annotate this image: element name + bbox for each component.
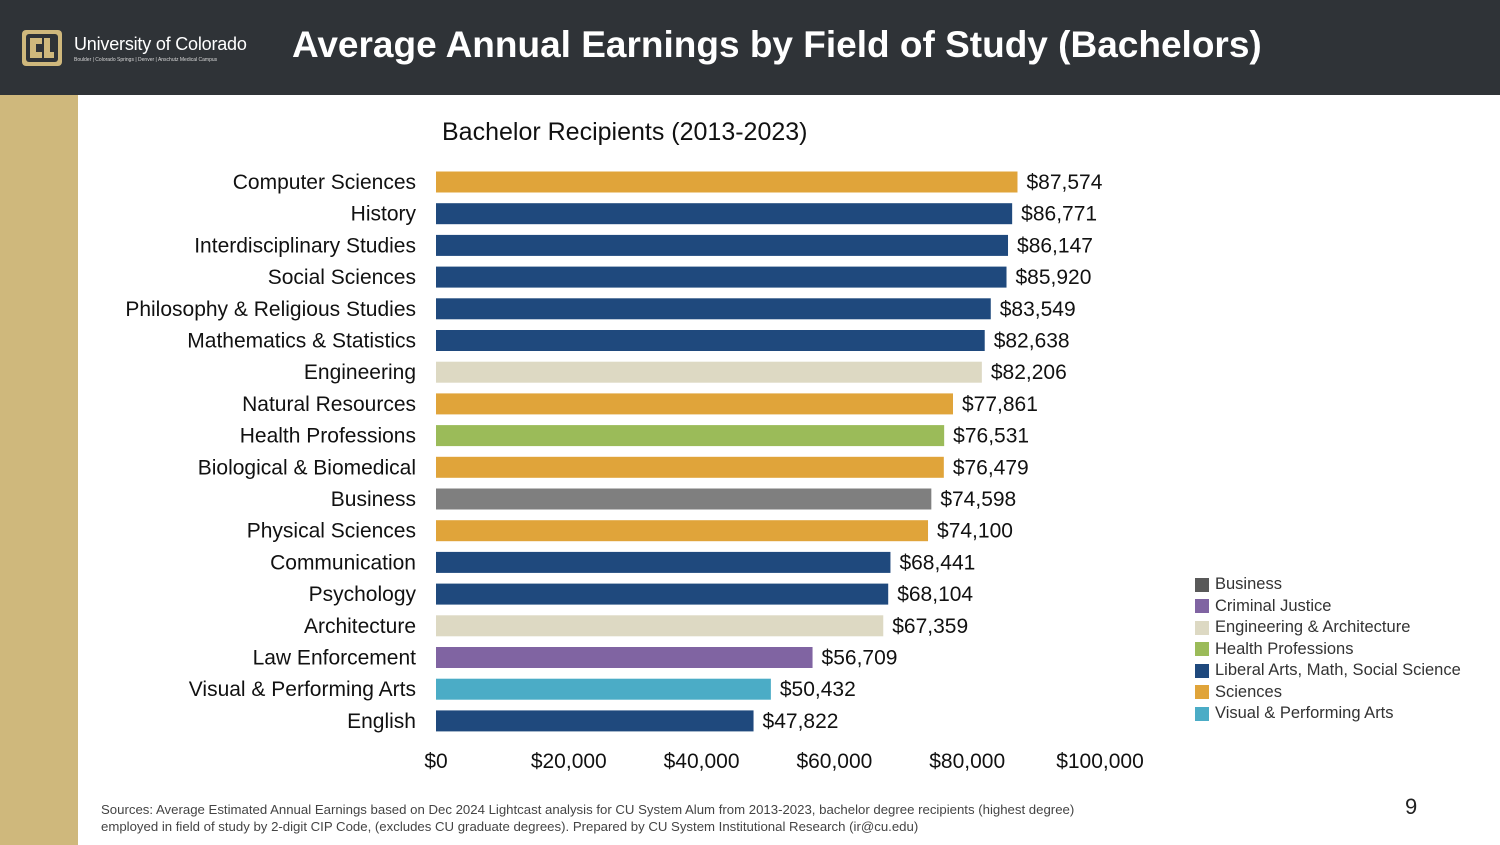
bar xyxy=(436,488,932,510)
value-label: $83,549 xyxy=(1000,298,1076,321)
value-label: $87,574 xyxy=(1026,171,1102,194)
source-note: Sources: Average Estimated Annual Earnin… xyxy=(101,802,1075,834)
value-label: $47,822 xyxy=(763,710,839,733)
value-label: $82,638 xyxy=(994,330,1070,353)
legend-label: Business xyxy=(1215,575,1282,594)
category-label: Visual & Performing Arts xyxy=(189,678,416,701)
bar xyxy=(436,393,953,415)
category-label: English xyxy=(347,710,416,733)
category-label: Interdisciplinary Studies xyxy=(194,234,416,257)
legend-swatch xyxy=(1195,577,1209,592)
category-label: Natural Resources xyxy=(242,393,416,416)
bar xyxy=(436,330,985,351)
cu-logo-icon xyxy=(22,30,62,66)
legend-item: Sciences xyxy=(1195,682,1485,704)
value-label: $85,920 xyxy=(1016,266,1092,289)
legend-swatch xyxy=(1195,685,1209,700)
category-label: Business xyxy=(331,488,416,511)
page-number: 9 xyxy=(1405,794,1418,819)
category-label: Communication xyxy=(270,551,416,574)
bar xyxy=(436,425,945,447)
legend-label: Visual & Performing Arts xyxy=(1215,704,1394,723)
value-label: $82,206 xyxy=(991,361,1067,384)
chart-legend: Business Criminal Justice Engineering & Ar… xyxy=(1195,574,1485,725)
legend-swatch xyxy=(1195,706,1209,721)
category-label: History xyxy=(351,203,417,226)
bar xyxy=(436,298,991,320)
value-label: $67,359 xyxy=(892,615,968,638)
legend-item: Criminal Justice xyxy=(1195,596,1485,618)
legend-swatch xyxy=(1195,642,1209,657)
value-label: $86,771 xyxy=(1021,203,1097,226)
legend-label: Engineering & Architecture xyxy=(1215,618,1411,637)
category-label: Biological & Biomedical xyxy=(198,456,416,479)
bar xyxy=(436,583,889,605)
x-tick-label: $0 xyxy=(424,750,447,773)
legend-label: Sciences xyxy=(1215,682,1282,701)
x-tick-label: $20,000 xyxy=(531,750,607,773)
bar xyxy=(436,266,1007,288)
value-label: $77,861 xyxy=(962,393,1038,416)
value-label: $56,709 xyxy=(822,647,898,670)
bar xyxy=(436,647,813,668)
legend-item: Visual & Performing Arts xyxy=(1195,703,1485,725)
category-label: Law Enforcement xyxy=(253,647,417,670)
bar xyxy=(436,171,1018,193)
campus-list: Boulder | Colorado Springs | Denver | An… xyxy=(74,57,218,63)
legend-swatch xyxy=(1195,663,1209,678)
bar xyxy=(436,520,929,542)
header-bar: University of Colorado Boulder | Colorad… xyxy=(0,0,1500,95)
x-tick-label: $60,000 xyxy=(796,750,872,773)
legend-label: Criminal Justice xyxy=(1215,596,1332,615)
bar xyxy=(436,551,891,573)
legend-label: Liberal Arts, Math, Social Science xyxy=(1215,661,1461,680)
legend-item: Health Professions xyxy=(1195,639,1485,661)
bar xyxy=(436,710,754,732)
bar xyxy=(436,678,771,700)
value-label: $74,598 xyxy=(940,488,1016,511)
legend-label: Health Professions xyxy=(1215,639,1354,658)
bar xyxy=(436,234,1009,256)
bar xyxy=(436,456,944,478)
page-title: Average Annual Earnings by Field of Stud… xyxy=(292,24,1262,65)
gold-accent-bar xyxy=(0,95,78,845)
legend-item: Engineering & Architecture xyxy=(1195,617,1485,639)
category-label: Architecture xyxy=(304,615,416,638)
category-label: Engineering xyxy=(304,361,416,384)
value-label: $50,432 xyxy=(780,678,856,701)
x-tick-label: $100,000 xyxy=(1056,750,1144,773)
category-label: Philosophy & Religious Studies xyxy=(125,298,416,321)
legend-swatch xyxy=(1195,620,1209,635)
category-label: Physical Sciences xyxy=(247,520,416,543)
value-label: $68,104 xyxy=(897,583,973,606)
value-label: $74,100 xyxy=(937,520,1013,543)
category-label: Psychology xyxy=(309,583,417,606)
x-tick-label: $80,000 xyxy=(929,750,1005,773)
category-label: Mathematics & Statistics xyxy=(187,330,416,353)
chart-title: Bachelor Recipients (2013-2023) xyxy=(442,118,808,146)
legend-item: Business xyxy=(1195,574,1485,596)
value-label: $68,441 xyxy=(899,551,975,574)
university-name: University of Colorado xyxy=(74,34,247,54)
legend-item: Liberal Arts, Math, Social Science xyxy=(1195,660,1485,682)
bar xyxy=(436,615,884,637)
bar xyxy=(436,203,1013,225)
value-label: $76,479 xyxy=(953,456,1029,479)
category-label: Computer Sciences xyxy=(233,171,416,194)
x-tick-label: $40,000 xyxy=(664,750,740,773)
bar xyxy=(436,361,982,383)
legend-swatch xyxy=(1195,599,1209,614)
value-label: $86,147 xyxy=(1017,234,1093,257)
category-label: Health Professions xyxy=(240,425,416,448)
value-label: $76,531 xyxy=(953,425,1029,448)
category-label: Social Sciences xyxy=(268,266,416,289)
